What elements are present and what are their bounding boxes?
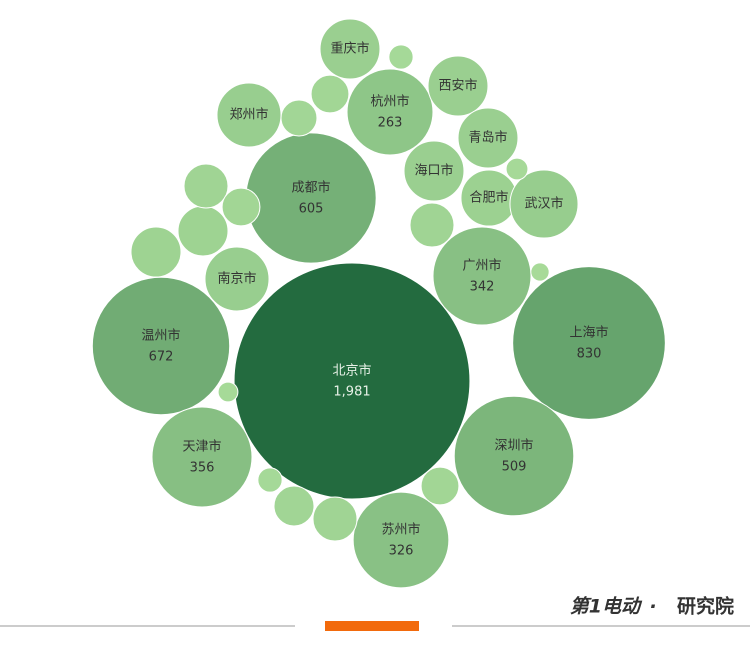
bubble	[217, 381, 239, 403]
bubble-label: 合肥市	[469, 190, 508, 206]
bubble	[453, 395, 575, 517]
bubble	[310, 74, 350, 114]
bubble	[457, 107, 519, 169]
bubble	[352, 491, 450, 589]
bubble	[204, 246, 270, 312]
logo: 第1电动	[570, 596, 643, 618]
bubble	[233, 262, 471, 500]
bubble	[280, 99, 318, 137]
bubble-value: 830	[577, 347, 602, 362]
bubble	[183, 163, 229, 209]
footer-bar	[325, 621, 419, 631]
bubble-label: 上海市	[569, 325, 608, 341]
bubble	[151, 406, 253, 508]
bubble-label: 天津市	[182, 439, 221, 455]
bubble	[512, 266, 666, 420]
bubble-label: 杭州市	[370, 94, 409, 110]
bubble	[409, 202, 455, 248]
bubble	[346, 68, 434, 156]
bubble-value: 356	[190, 461, 215, 476]
bubble-label: 重庆市	[330, 41, 369, 57]
bubble-label: 青岛市	[468, 130, 507, 146]
bubble	[432, 226, 532, 326]
bubble	[221, 187, 261, 227]
bubble-label: 海口市	[414, 163, 453, 179]
bubble	[312, 496, 358, 542]
bubble	[91, 276, 231, 416]
bubble-label: 苏州市	[381, 522, 420, 538]
bubble	[257, 467, 283, 493]
bubble	[245, 132, 377, 264]
bubble	[403, 140, 465, 202]
bubble-value: 263	[378, 116, 403, 131]
bubble	[530, 262, 550, 282]
bubble	[319, 18, 381, 80]
bubble-value: 509	[502, 460, 527, 475]
bubble	[505, 157, 529, 181]
bubble-label: 温州市	[141, 328, 180, 344]
bubble	[509, 169, 579, 239]
bubble-label: 广州市	[462, 258, 501, 274]
bubble-label: 西安市	[438, 78, 477, 94]
logo-text: 研究院	[677, 595, 734, 618]
bubble	[273, 485, 315, 527]
bubble-label: 武汉市	[524, 196, 563, 212]
bubble	[177, 205, 229, 257]
bubble	[130, 226, 182, 278]
bubble	[427, 55, 489, 117]
bubble-value: 326	[389, 544, 414, 559]
bubble-value: 605	[299, 202, 324, 217]
bubble	[420, 466, 460, 506]
bubble-label: 郑州市	[229, 107, 268, 123]
bubble-label: 深圳市	[494, 438, 533, 454]
bubble	[388, 44, 414, 70]
bubble-label: 南京市	[217, 271, 256, 287]
bubble-value: 672	[149, 350, 174, 365]
bubble-value: 342	[470, 280, 495, 295]
bubble-value: 1,981	[333, 385, 370, 400]
bubble-label: 成都市	[291, 180, 330, 196]
logo-separator: ·	[649, 596, 656, 618]
bubble-label: 北京市	[332, 363, 371, 379]
